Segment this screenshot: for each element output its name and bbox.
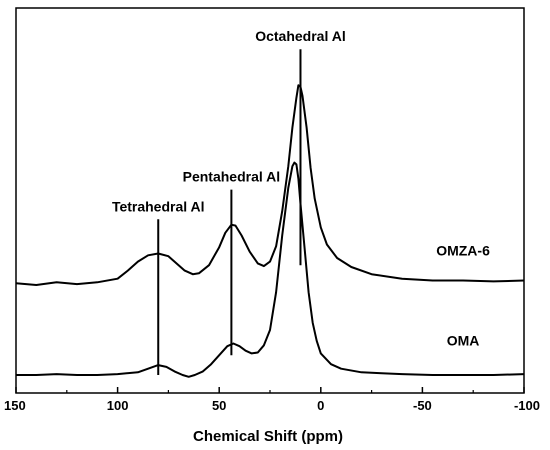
series-label: OMZA-6: [436, 242, 490, 258]
series-labels: OMZA-6 OMA: [436, 242, 490, 348]
x-tick-label: 150: [4, 398, 26, 413]
series-line-omza-6: [15, 84, 525, 286]
x-axis-label: Chemical Shift (ppm): [193, 428, 343, 445]
peak-marker-label: Tetrahedral Al: [112, 198, 205, 214]
x-tick-label: -50: [413, 398, 432, 413]
x-axis: 150 100 50 0 -50 -100: [4, 387, 540, 413]
peak-markers: Tetrahedral Al Pentahedral Al Octahedral A…: [112, 28, 346, 375]
peak-marker-label: Pentahedral Al: [183, 169, 281, 185]
series-line-oma: [16, 161, 525, 378]
x-tick-label: 50: [212, 398, 226, 413]
peak-marker-label: Octahedral Al: [255, 28, 346, 44]
series-label: OMA: [447, 332, 480, 348]
x-tick-label: 100: [107, 398, 129, 413]
x-tick-label: 0: [317, 398, 324, 413]
x-tick-label: -100: [514, 398, 540, 413]
